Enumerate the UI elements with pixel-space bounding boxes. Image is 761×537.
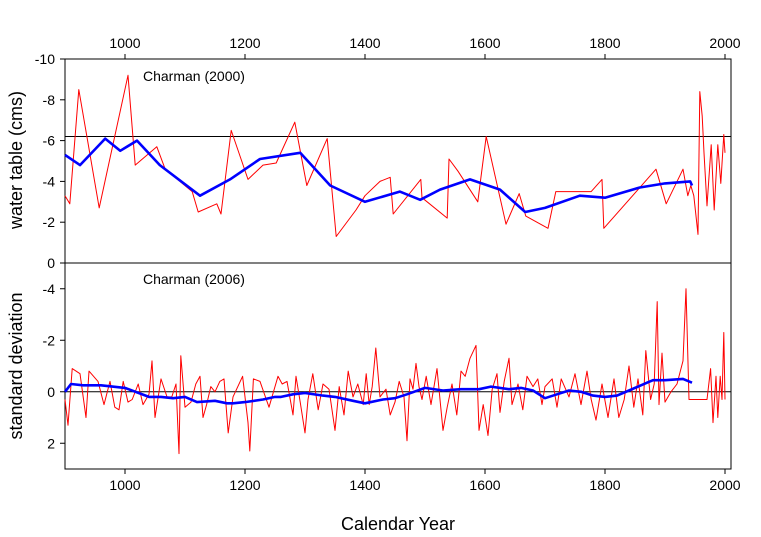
x-tick-label-top: 1200 [229, 35, 260, 51]
tick-labels: -10 -8 -6 -4 -2 0 1000 1200 1400 1600 1800 2000 -4 -2… [35, 35, 741, 493]
panel-border-top [64, 58, 732, 264]
y-tick-label: 0 [47, 384, 55, 400]
top-y-axis-label: water table (cms) [6, 91, 26, 230]
x-tick-label-bottom: 1200 [229, 477, 260, 493]
x-tick-label-bottom: 1600 [469, 477, 500, 493]
chart-marks [63, 74, 726, 455]
series-smoothed-top [64, 137, 694, 214]
y-tick-label: -8 [43, 92, 56, 108]
series-raw-bottom [64, 288, 726, 455]
y-tick-label: -2 [43, 214, 56, 230]
x-tick-label-top: 1000 [109, 35, 140, 51]
y-tick-label: -10 [35, 51, 55, 67]
plot-frame [60, 54, 732, 474]
bottom-y-axis-label: standard deviation [6, 292, 26, 439]
top-panel-annotation: Charman (2000) [143, 68, 245, 84]
panel-border-bottom [64, 262, 732, 470]
x-axis-label: Calendar Year [341, 514, 455, 534]
y-tick-label: -4 [43, 173, 56, 189]
x-tick-label-top: 1400 [349, 35, 380, 51]
series-smoothed-bottom [63, 377, 693, 405]
bottom-panel-annotation: Charman (2006) [143, 271, 245, 287]
x-tick-label-top: 1600 [469, 35, 500, 51]
x-tick-label-top: 2000 [709, 35, 740, 51]
x-tick-label-bottom: 1800 [589, 477, 620, 493]
y-tick-label: 2 [47, 435, 55, 451]
x-tick-label-top: 1800 [589, 35, 620, 51]
x-tick-label-bottom: 2000 [709, 477, 740, 493]
y-tick-label: -6 [43, 133, 56, 149]
x-tick-label-bottom: 1400 [349, 477, 380, 493]
y-tick-label: 0 [47, 255, 55, 271]
x-tick-label-bottom: 1000 [109, 477, 140, 493]
series-raw-top [64, 74, 726, 237]
y-tick-label: -4 [43, 281, 56, 297]
y-tick-label: -2 [43, 332, 56, 348]
